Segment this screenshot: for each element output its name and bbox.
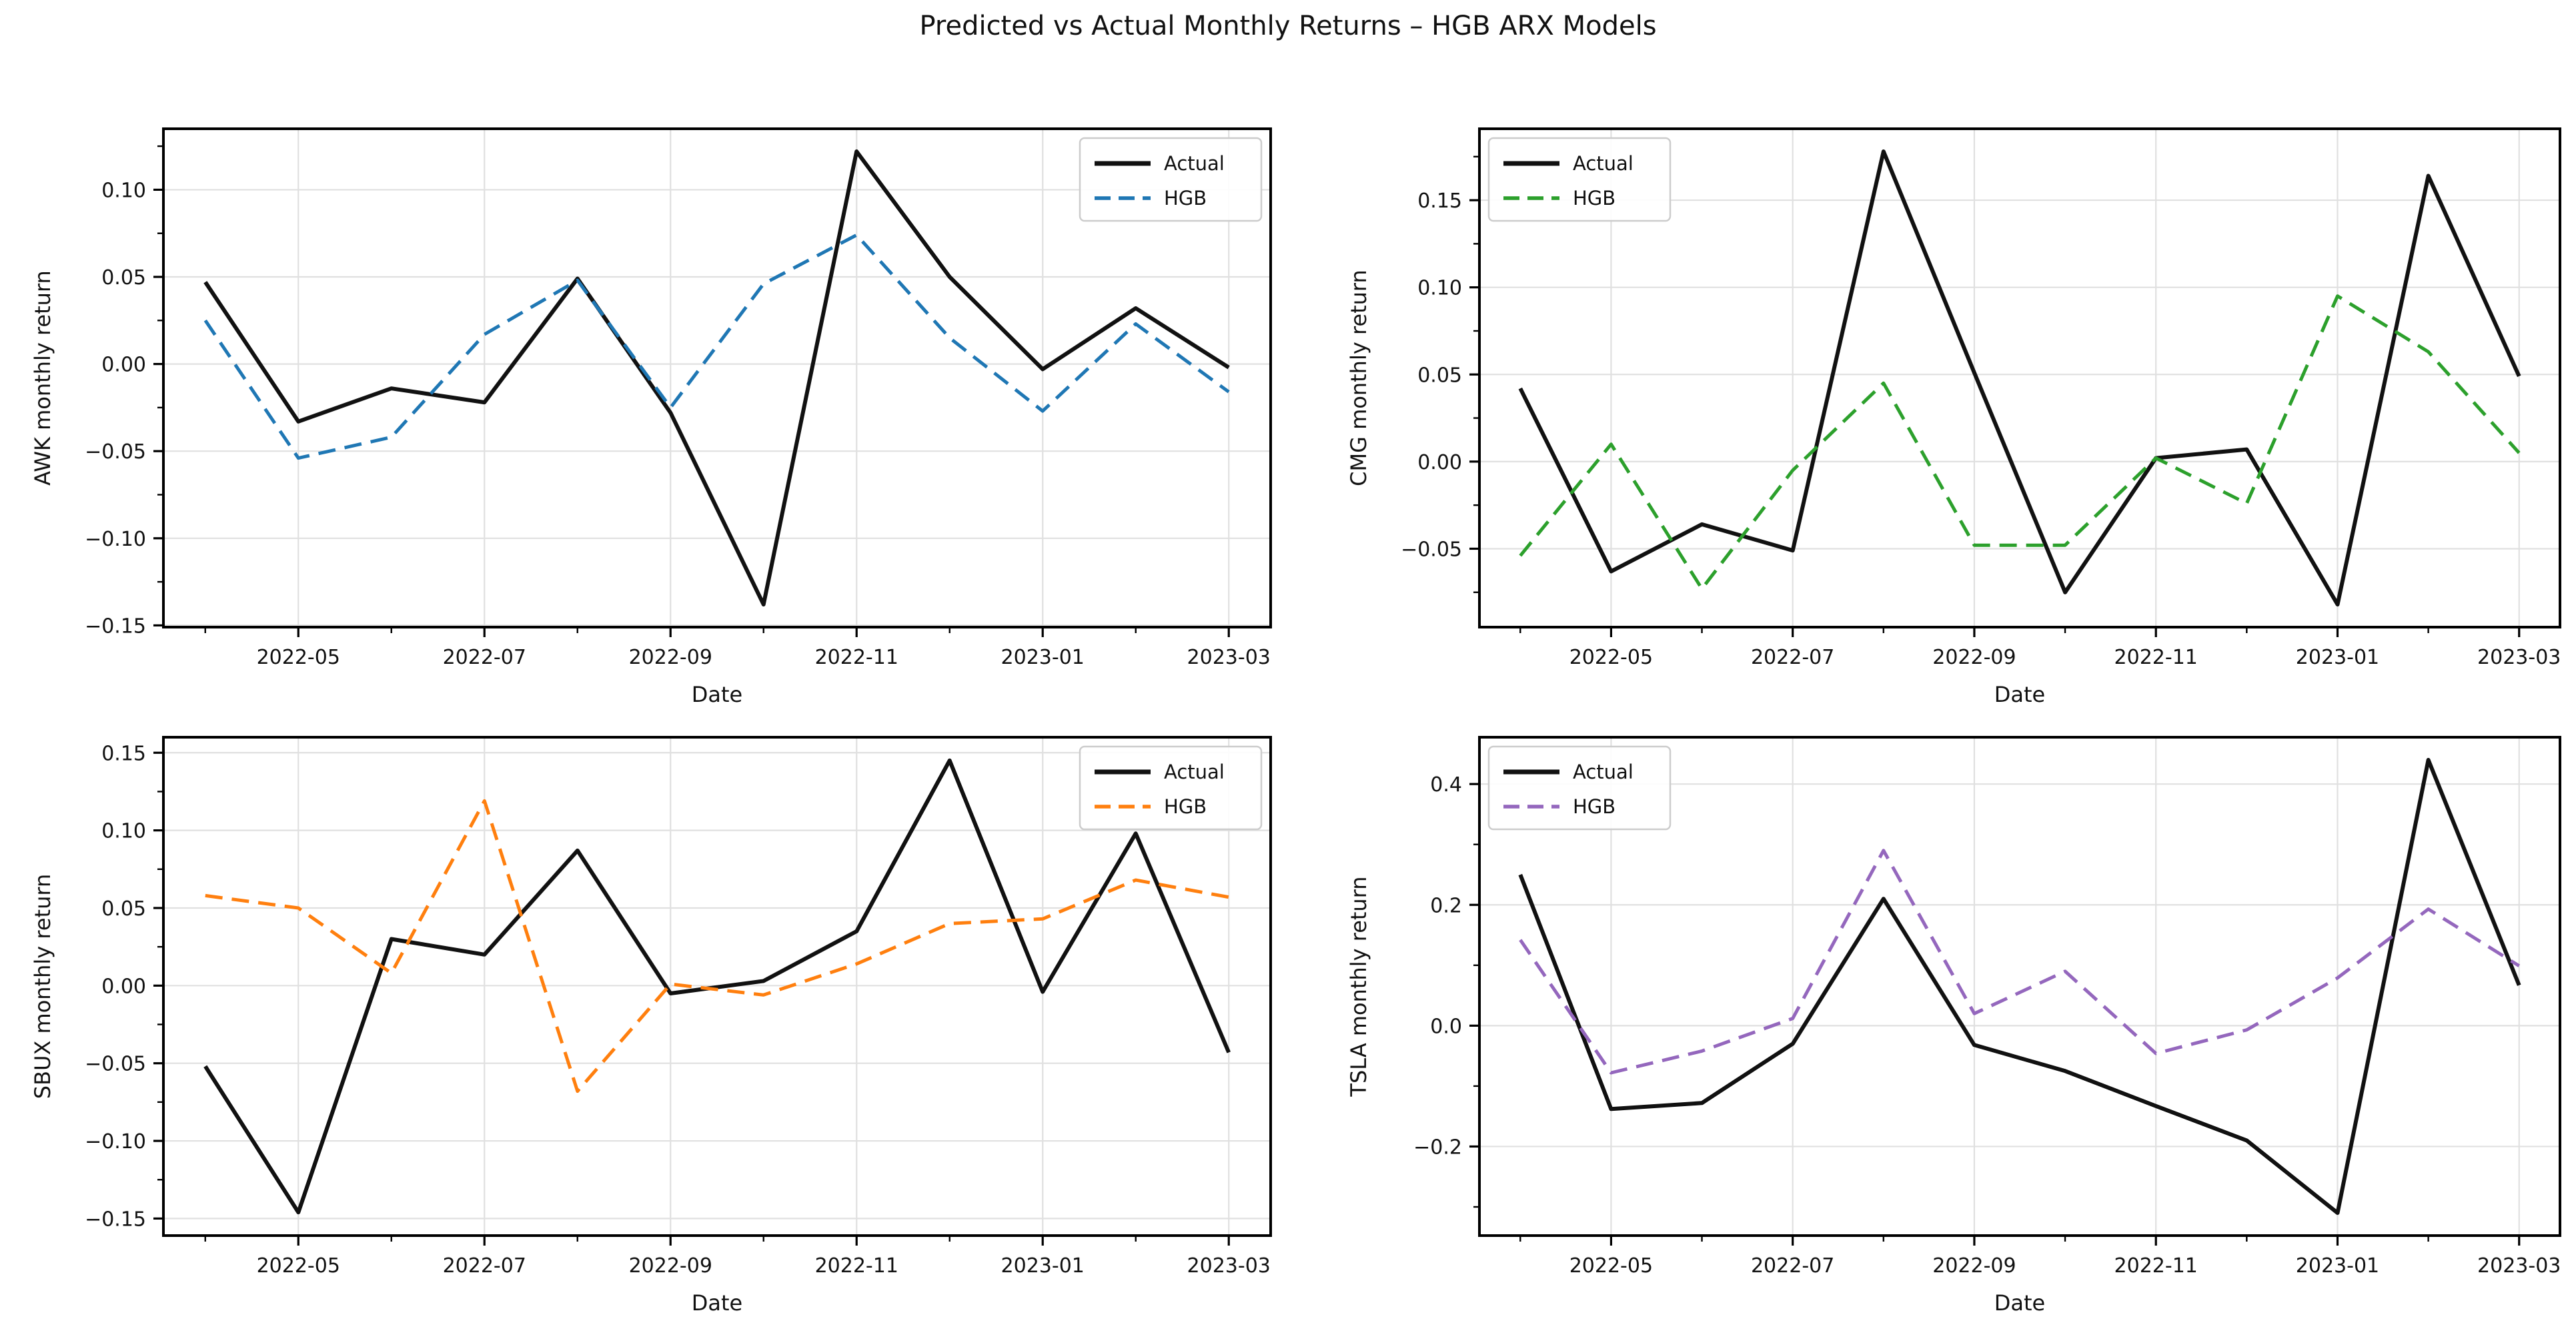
chart-cmg: −0.05 0.00 0.05 0.10 0.15 2022-05 2022-07 2022-…	[1346, 127, 2561, 707]
x-tick-label: 2022-09	[1932, 646, 2016, 669]
x-tick-label: 2023-01	[2296, 646, 2379, 669]
chart-sbux: −0.15 −0.10 −0.05 0.00 0.05 0.10 0.15 2022-05 20…	[30, 736, 1272, 1316]
y-tick-label: 0.00	[1417, 451, 1462, 474]
y-tick-label: 0.2	[1430, 894, 1462, 917]
actual-line	[1518, 149, 2521, 606]
legend-hgb-label: HGB	[1164, 795, 1207, 818]
figure-title: Predicted vs Actual Monthly Returns – HG…	[919, 11, 1657, 41]
y-tick-label: −0.2	[1413, 1136, 1462, 1159]
legend-box	[1079, 137, 1263, 222]
y-tick-label: 0.00	[101, 354, 146, 377]
hgb-line	[1519, 849, 2521, 1075]
x-tick-label: 2022-09	[629, 1254, 712, 1278]
x-axis-label: Date	[692, 682, 742, 707]
actual-line	[203, 149, 1230, 606]
x-tick-label: 2022-07	[443, 1254, 526, 1278]
x-tick-label: 2022-11	[2114, 646, 2198, 669]
actual-line	[203, 758, 1231, 1215]
x-tick-label: 2022-07	[1751, 646, 1834, 669]
x-tick-label: 2022-05	[257, 1254, 340, 1278]
legend-box	[1487, 745, 1672, 831]
x-tick-label: 2022-11	[815, 646, 898, 669]
legend-actual-label: Actual	[1164, 761, 1225, 783]
x-axis-label: Date	[1994, 682, 2045, 707]
y-axis-label: TSLA monthly return	[1346, 876, 1371, 1097]
legend-hgb-label: HGB	[1573, 187, 1616, 209]
y-tick-label: −0.15	[85, 1208, 146, 1231]
y-tick-label: −0.10	[85, 1130, 146, 1154]
x-tick-label: 2022-07	[443, 646, 526, 669]
x-tick-label: 2023-01	[1001, 1254, 1085, 1278]
y-tick-label: −0.15	[85, 614, 146, 638]
x-axis-label: Date	[692, 1290, 742, 1316]
y-axis-label: AWK monthly return	[30, 270, 55, 486]
legend: Actual HGB	[1487, 745, 1672, 831]
hgb-line	[1519, 294, 2521, 590]
legend: Actual HGB	[1487, 137, 1672, 222]
y-tick-label: 0.15	[101, 742, 146, 765]
x-tick-label: 2023-03	[2477, 1254, 2561, 1278]
y-tick-label: 0.00	[101, 975, 146, 998]
y-tick-label: −0.10	[85, 528, 146, 551]
y-tick-label: 0.10	[101, 820, 146, 843]
y-tick-label: 0.0	[1430, 1015, 1462, 1038]
y-tick-label: 0.05	[101, 266, 146, 290]
y-tick-label: 0.10	[1417, 277, 1462, 300]
legend-hgb-label: HGB	[1164, 187, 1207, 209]
y-tick-label: −0.05	[85, 1053, 146, 1076]
x-tick-label: 2023-03	[1187, 1254, 1271, 1278]
y-tick-label: 0.10	[101, 179, 146, 202]
y-tick-label: −0.05	[85, 440, 146, 464]
legend: Actual HGB	[1079, 745, 1263, 831]
legend-actual-label: Actual	[1573, 152, 1634, 175]
x-tick-label: 2022-07	[1751, 1254, 1834, 1278]
x-axis-label: Date	[1994, 1290, 2045, 1316]
legend: Actual HGB	[1079, 137, 1263, 222]
legend-box	[1079, 745, 1263, 831]
x-tick-label: 2023-03	[1187, 646, 1271, 669]
plot-border	[1478, 127, 2561, 628]
legend-hgb-label: HGB	[1573, 795, 1616, 818]
y-tick-label: 0.15	[1417, 189, 1462, 213]
hgb-line	[203, 233, 1230, 460]
y-tick-label: 0.05	[1417, 364, 1462, 387]
y-axis-label: CMG monthly return	[1346, 270, 1371, 486]
chart-tsla: −0.2 0.0 0.2 0.4 2022-05 2022-07 2022-09 2022-1…	[1346, 736, 2561, 1316]
x-tick-label: 2022-09	[1932, 1254, 2016, 1278]
x-tick-label: 2023-03	[2477, 646, 2561, 669]
plot-border	[1478, 736, 2561, 1237]
legend-box	[1487, 137, 1672, 222]
y-tick-label: −0.05	[1401, 538, 1462, 561]
x-tick-label: 2022-05	[1569, 646, 1653, 669]
x-tick-label: 2022-05	[257, 646, 340, 669]
y-tick-label: 0.05	[101, 897, 146, 921]
y-tick-label: 0.4	[1430, 773, 1462, 797]
x-tick-label: 2023-01	[1001, 646, 1085, 669]
plot-border	[162, 127, 1272, 628]
x-tick-label: 2022-09	[629, 646, 712, 669]
actual-line	[1518, 758, 2521, 1215]
legend-actual-label: Actual	[1164, 152, 1225, 175]
x-tick-label: 2023-01	[2296, 1254, 2379, 1278]
hgb-line	[205, 799, 1229, 1093]
x-tick-label: 2022-11	[2114, 1254, 2198, 1278]
x-tick-label: 2022-05	[1569, 1254, 1653, 1278]
x-tick-label: 2022-11	[815, 1254, 898, 1278]
y-axis-label: SBUX monthly return	[30, 874, 55, 1099]
chart-awk: −0.15 −0.10 −0.05 0.00 0.05 0.10 2022-05 2022-0…	[30, 127, 1272, 707]
legend-actual-label: Actual	[1573, 761, 1634, 783]
